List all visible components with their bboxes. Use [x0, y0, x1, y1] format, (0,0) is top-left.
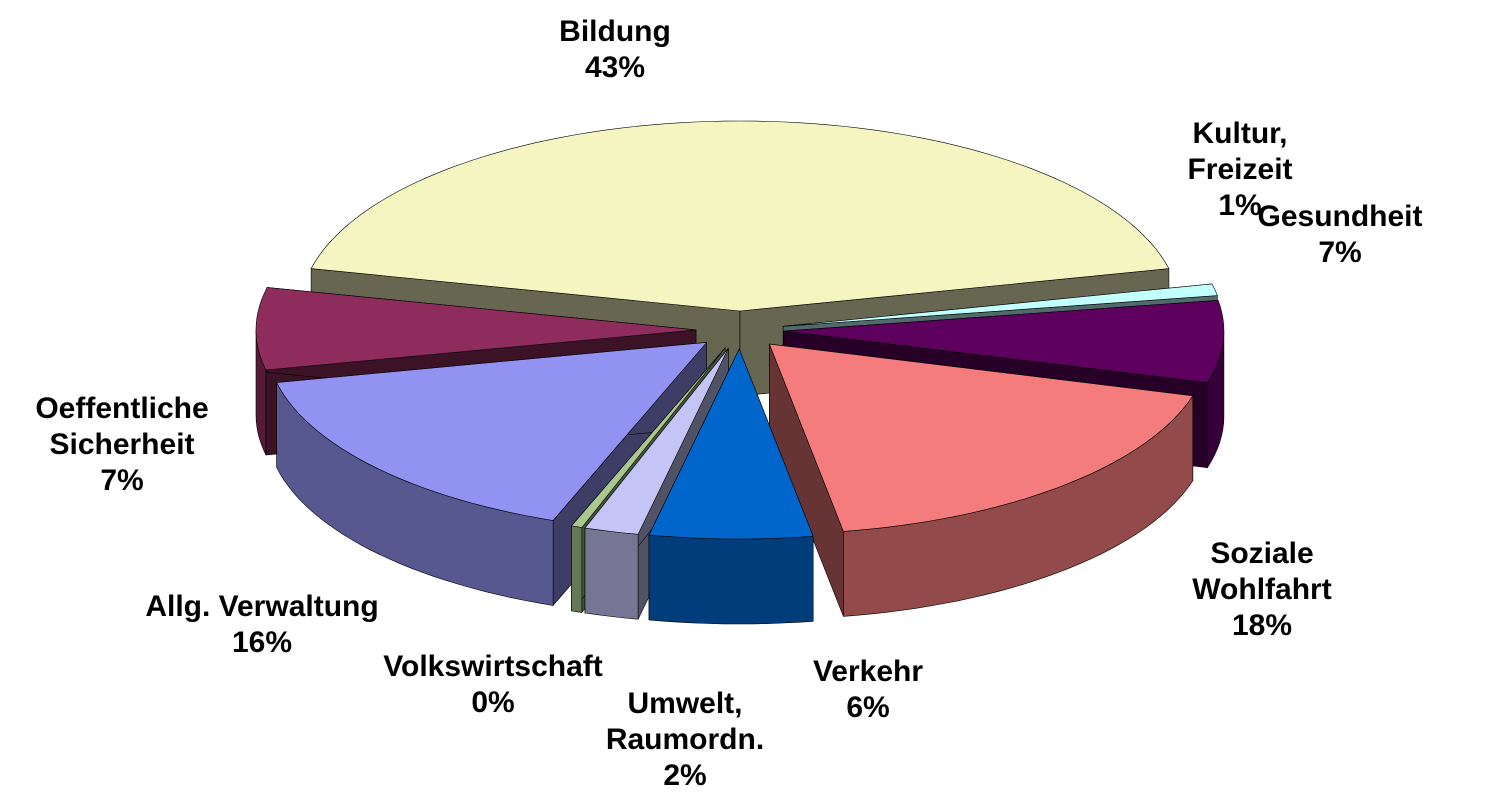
slice-label: Soziale Wohlfahrt 18% — [1192, 536, 1331, 644]
slice — [768, 343, 1194, 532]
slice-wall — [648, 534, 814, 625]
category-name: Bildung — [559, 15, 671, 48]
slice-label: Umwelt, Raumordn. 2% — [606, 686, 764, 794]
slice-label: Oeffentliche Sicherheit 7% — [35, 391, 208, 499]
value-label: 18% — [1231, 609, 1293, 642]
value-label: 16% — [231, 626, 293, 659]
slice — [783, 299, 1225, 384]
category-name: Verkehr — [812, 655, 924, 688]
value-label: 2% — [663, 759, 707, 792]
category-name: Kultur, Freizeit — [1187, 117, 1293, 186]
slice-wall — [571, 525, 583, 613]
slice-wall — [584, 527, 639, 620]
value-label: 0% — [471, 686, 515, 719]
slice-label: Gesundheit 7% — [1257, 199, 1422, 271]
value-label: 43% — [584, 51, 646, 84]
category-name: Allg. Verwaltung — [145, 590, 379, 623]
slice-label: Verkehr 6% — [813, 654, 923, 726]
slice — [276, 342, 708, 521]
value-label: 7% — [100, 464, 144, 497]
category-name: Oeffentliche Sicherheit — [35, 392, 209, 461]
slice — [255, 287, 697, 371]
category-name: Soziale Wohlfahrt — [1192, 537, 1332, 606]
slice-label: Bildung 43% — [559, 14, 671, 86]
slice — [570, 347, 726, 528]
category-name: Volkswirtschaft — [383, 650, 603, 683]
slice — [648, 348, 814, 540]
slice-label: Volkswirtschaft 0% — [383, 649, 603, 721]
slice — [783, 283, 1218, 327]
value-label: 7% — [1318, 236, 1362, 269]
category-name: Umwelt, Raumordn. — [605, 687, 765, 756]
slice — [310, 120, 1170, 312]
value-label: 6% — [846, 691, 890, 724]
category-name: Gesundheit — [1257, 200, 1423, 233]
slice-label: Allg. Verwaltung 16% — [145, 589, 378, 661]
slice-label: Kultur, Freizeit 1% — [1187, 116, 1292, 224]
value-label: 1% — [1218, 189, 1262, 222]
slice — [584, 348, 729, 535]
